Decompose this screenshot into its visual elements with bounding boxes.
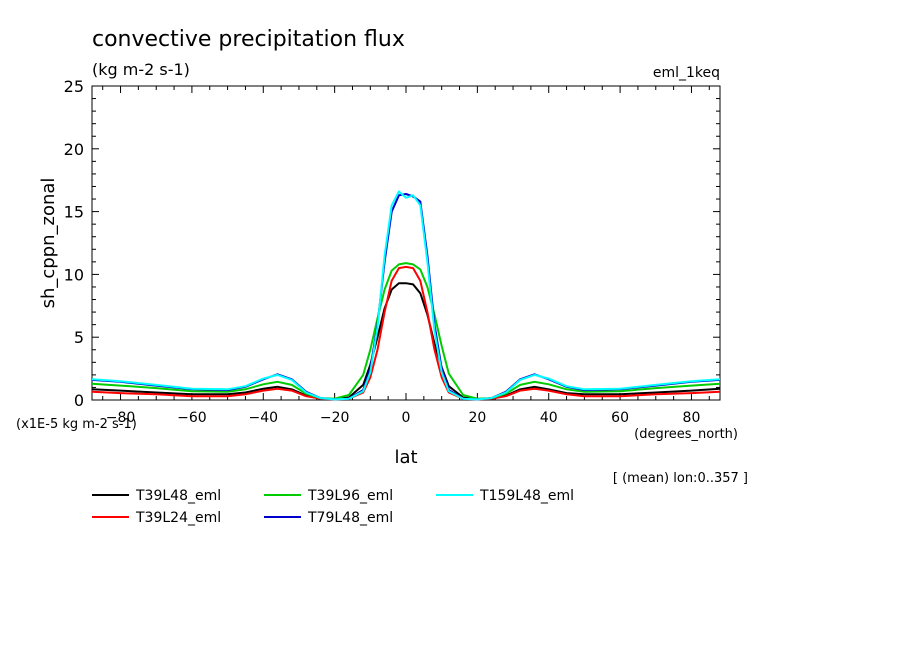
chart-subtitle: (kg m-2 s-1) (92, 60, 190, 79)
legend-label: T39L48_eml (135, 488, 221, 504)
legend-label: T79L48_eml (307, 510, 393, 526)
x-tick-label: −80 (106, 410, 136, 426)
x-tick-label: 40 (540, 410, 558, 426)
experiment-label: eml_1keq (653, 65, 720, 81)
y-axis-label: sh_cppn_zonal (38, 178, 59, 309)
x-axis-units: (degrees_north) (634, 427, 738, 442)
x-tick-label: 60 (611, 410, 629, 426)
chart-title: convective precipitation flux (92, 27, 405, 52)
x-tick-label: −40 (248, 410, 278, 426)
x-tick-label: −20 (320, 410, 350, 426)
x-tick-label: −60 (177, 410, 207, 426)
x-axis-label: lat (394, 447, 417, 468)
y-scale-note: (x1E-5 kg m-2 s-1) (16, 417, 137, 432)
y-tick-label: 15 (64, 203, 84, 222)
y-tick-label: 10 (64, 265, 84, 284)
series-line-t159l48-eml (91, 190, 721, 401)
legend-label: T39L24_eml (135, 510, 221, 526)
series-line-t39l24-eml (91, 265, 721, 401)
plot-area: 0 5 10 15 20 25 −80 −60 −40 −20 0 20 40 60 80 (64, 77, 721, 426)
x-tick-label: 20 (468, 410, 486, 426)
y-tick-label: 0 (74, 391, 84, 410)
plot-frame (91, 85, 721, 401)
legend-label: T39L96_eml (307, 488, 393, 504)
legend: T39L48_eml T39L24_eml T39L96_eml T79L48_eml… (92, 488, 574, 526)
footnote: [ (mean) lon:0..357 ] (613, 471, 748, 486)
y-tick-label: 25 (64, 77, 84, 96)
x-tick-label: 0 (402, 410, 411, 426)
x-tick-label: 80 (683, 410, 701, 426)
y-tick-label: 5 (74, 328, 84, 347)
series-line-t79l48-eml (91, 193, 721, 401)
y-tick-label: 20 (64, 140, 84, 159)
series-line-t39l48-eml (91, 282, 721, 400)
series-line-t39l96-eml (91, 262, 721, 400)
legend-label: T159L48_eml (479, 488, 574, 504)
